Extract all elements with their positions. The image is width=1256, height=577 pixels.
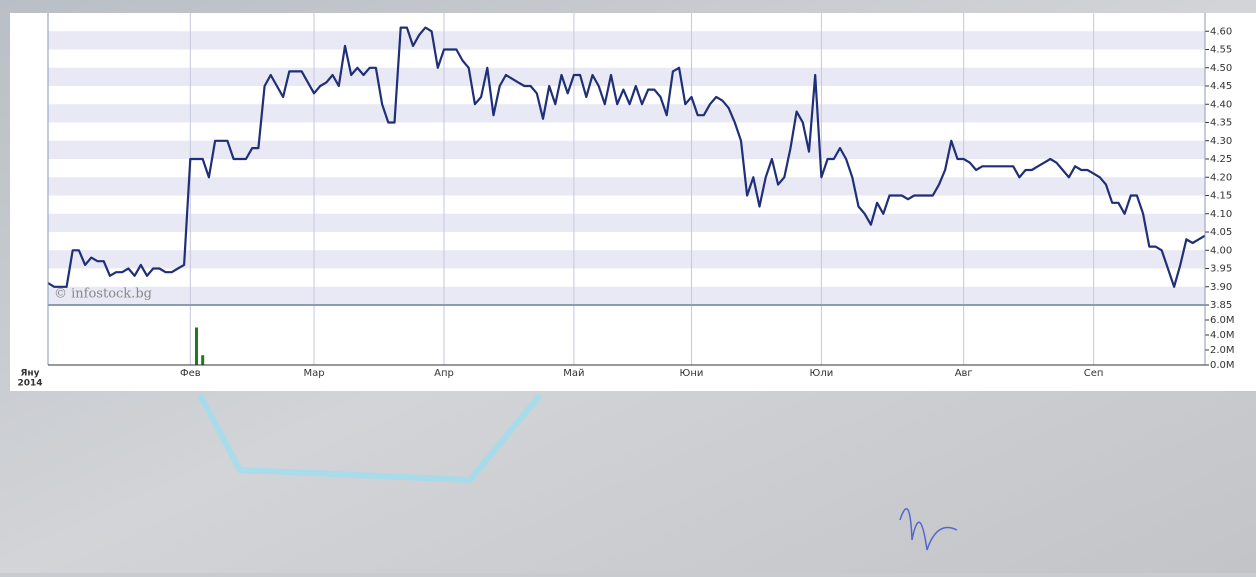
stripe: [48, 67, 1205, 86]
y-tick-label: 4.40: [1210, 99, 1232, 110]
y-tick-label: 0.0M: [1210, 360, 1235, 371]
stripe: [48, 250, 1205, 269]
stripe: [48, 31, 1205, 50]
decoration: [197, 393, 543, 484]
y-tick-label: 3.90: [1210, 282, 1232, 293]
y-tick-label: 6.0M: [1210, 315, 1235, 326]
stripe: [48, 213, 1205, 232]
x-tick-label: Юни: [680, 368, 704, 379]
y-tick-label: 4.30: [1210, 136, 1232, 147]
y-tick-label: 4.15: [1210, 191, 1232, 202]
x-tick-label: Мар: [303, 368, 324, 379]
volume-bar: [201, 355, 205, 365]
y-tick-label: 4.0M: [1210, 330, 1235, 341]
volume-bar: [194, 327, 198, 365]
y-tick-label: 4.50: [1210, 63, 1232, 74]
y-tick-label: 4.05: [1210, 227, 1232, 238]
x-tick-label: Авг: [955, 368, 973, 379]
x-tick-label: Яну: [20, 369, 39, 379]
year-label: 2014: [17, 379, 42, 389]
y-tick-label: 4.60: [1210, 26, 1232, 37]
y-tick-label: 4.55: [1210, 45, 1232, 56]
price-line: [47, 26, 1206, 288]
y-tick-label: 4.00: [1210, 245, 1232, 256]
stripe: [48, 286, 1205, 305]
watermark: © infostock.bg: [54, 287, 152, 302]
x-tick-label: Май: [563, 368, 584, 379]
y-tick-label: 4.10: [1210, 209, 1232, 220]
y-tick-label: 3.95: [1210, 264, 1232, 275]
y-tick-label: 3.85: [1210, 300, 1232, 311]
x-tick-label: Фев: [180, 368, 201, 379]
x-tick-label: Юли: [810, 368, 834, 379]
y-tick-label: 4.20: [1210, 172, 1232, 183]
y-tick-label: 4.35: [1210, 118, 1232, 129]
y-tick-label: 4.45: [1210, 81, 1232, 92]
signature: [899, 508, 958, 551]
y-tick-label: 2.0M: [1210, 345, 1235, 356]
stripe: [48, 177, 1205, 196]
stripe: [48, 104, 1205, 123]
x-tick-label: Сеп: [1084, 368, 1104, 379]
x-tick-label: Апр: [434, 368, 454, 379]
y-tick-label: 4.25: [1210, 154, 1232, 165]
stripe: [48, 140, 1205, 159]
